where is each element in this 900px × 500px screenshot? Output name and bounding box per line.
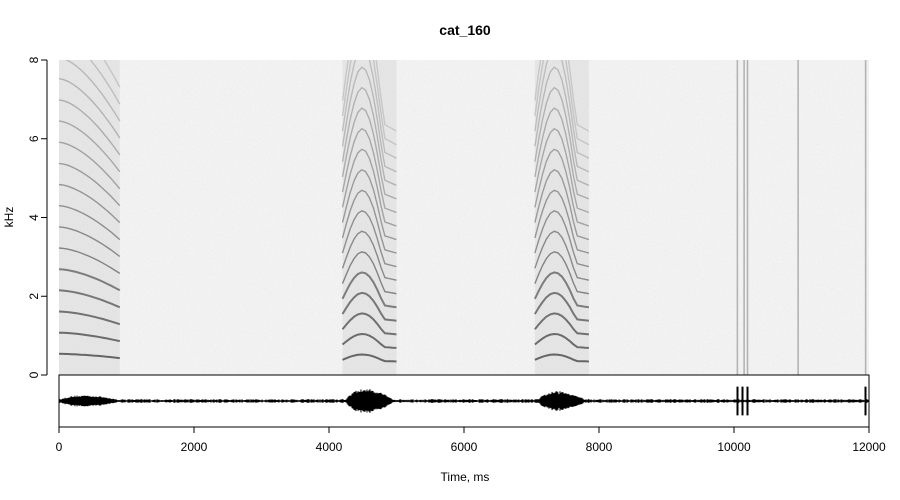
- harmonic-line: [534, 168, 590, 241]
- harmonic-line: [534, 148, 590, 227]
- harmonic-line: [341, 86, 397, 187]
- call-3: [533, 60, 590, 375]
- harmonic-line: [534, 86, 590, 187]
- harmonic-line: [59, 183, 121, 224]
- y-tick-label: 2: [27, 293, 41, 300]
- harmonic-line: [534, 332, 589, 349]
- x-tick-label: 8000: [586, 440, 613, 454]
- harmonic-line: [59, 205, 121, 241]
- x-axis: 0 2000 4000 6000 8000 10000 12000: [56, 426, 886, 454]
- harmonic-line: [341, 251, 397, 295]
- y-tick-label: 4: [27, 214, 41, 221]
- harmonic-line: [341, 189, 397, 254]
- harmonic-line: [103, 60, 121, 88]
- harmonic-line: [341, 210, 397, 268]
- y-tick-label: 6: [27, 135, 41, 142]
- x-tick-label: 10000: [717, 440, 751, 454]
- call-1: [59, 60, 121, 375]
- x-tick-label: 12000: [852, 440, 886, 454]
- harmonic-line: [534, 60, 590, 159]
- harmonic-line: [534, 230, 590, 281]
- x-tick-label: 6000: [451, 440, 478, 454]
- harmonic-line: [59, 268, 121, 292]
- harmonic-line: [534, 353, 589, 363]
- harmonic-line: [534, 189, 590, 254]
- oscillogram-marks: [59, 386, 869, 416]
- harmonic-line: [341, 291, 397, 322]
- harmonic-line: [342, 353, 397, 363]
- harmonic-line: [341, 332, 397, 349]
- harmonic-line: [341, 66, 397, 173]
- harmonic-line: [534, 66, 590, 173]
- harmonic-line: [534, 291, 590, 322]
- x-tick-label: 2000: [181, 440, 208, 454]
- harmonic-line: [59, 352, 120, 360]
- harmonic-line: [59, 289, 121, 309]
- harmonic-line: [341, 271, 397, 309]
- harmonic-line: [59, 99, 121, 156]
- harmonic-line: [59, 162, 121, 207]
- chart-title: cat_160: [439, 22, 491, 38]
- harmonic-line: [59, 226, 121, 258]
- harmonic-line: [341, 148, 397, 227]
- harmonic-line: [341, 60, 397, 132]
- x-tick-label: 0: [56, 440, 63, 454]
- harmonic-line: [59, 310, 121, 326]
- harmonic-line: [534, 312, 590, 336]
- call-energy-band: [59, 60, 120, 375]
- y-axis: 0 2 4 6 8: [27, 56, 48, 378]
- harmonic-line: [534, 251, 590, 295]
- harmonic-line: [341, 127, 397, 214]
- call-energy-band: [534, 60, 589, 375]
- x-tick-label: 4000: [316, 440, 343, 454]
- call-energy-band: [342, 60, 397, 375]
- harmonic-line: [534, 127, 590, 214]
- y-tick-label: 0: [27, 371, 41, 378]
- harmonic-line: [59, 78, 121, 139]
- harmonic-line: [59, 141, 121, 190]
- harmonic-line: [341, 230, 397, 281]
- harmonic-line: [59, 247, 121, 274]
- spectrogram-noise: [59, 60, 869, 375]
- harmonic-line: [534, 107, 590, 200]
- harmonic-line: [59, 331, 121, 343]
- harmonic-line: [59, 120, 121, 173]
- harmonic-line: [341, 168, 397, 241]
- harmonic-line: [65, 60, 121, 122]
- y-tick-label: 8: [27, 56, 41, 63]
- harmonic-line: [341, 312, 397, 336]
- harmonic-line: [534, 210, 590, 268]
- harmonic-line: [533, 271, 590, 309]
- harmonic-line: [341, 107, 397, 200]
- y-axis-label: kHz: [2, 207, 16, 228]
- x-axis-label: Time, ms: [441, 470, 490, 484]
- harmonic-line: [534, 60, 590, 132]
- harmonic-line: [341, 60, 397, 159]
- harmonic-line: [341, 60, 397, 146]
- oscillogram-trace: [59, 386, 869, 416]
- harmonic-line: [534, 60, 590, 146]
- spectrogram-marks: [59, 60, 867, 375]
- call-2: [341, 60, 397, 375]
- harmonic-line: [89, 60, 121, 105]
